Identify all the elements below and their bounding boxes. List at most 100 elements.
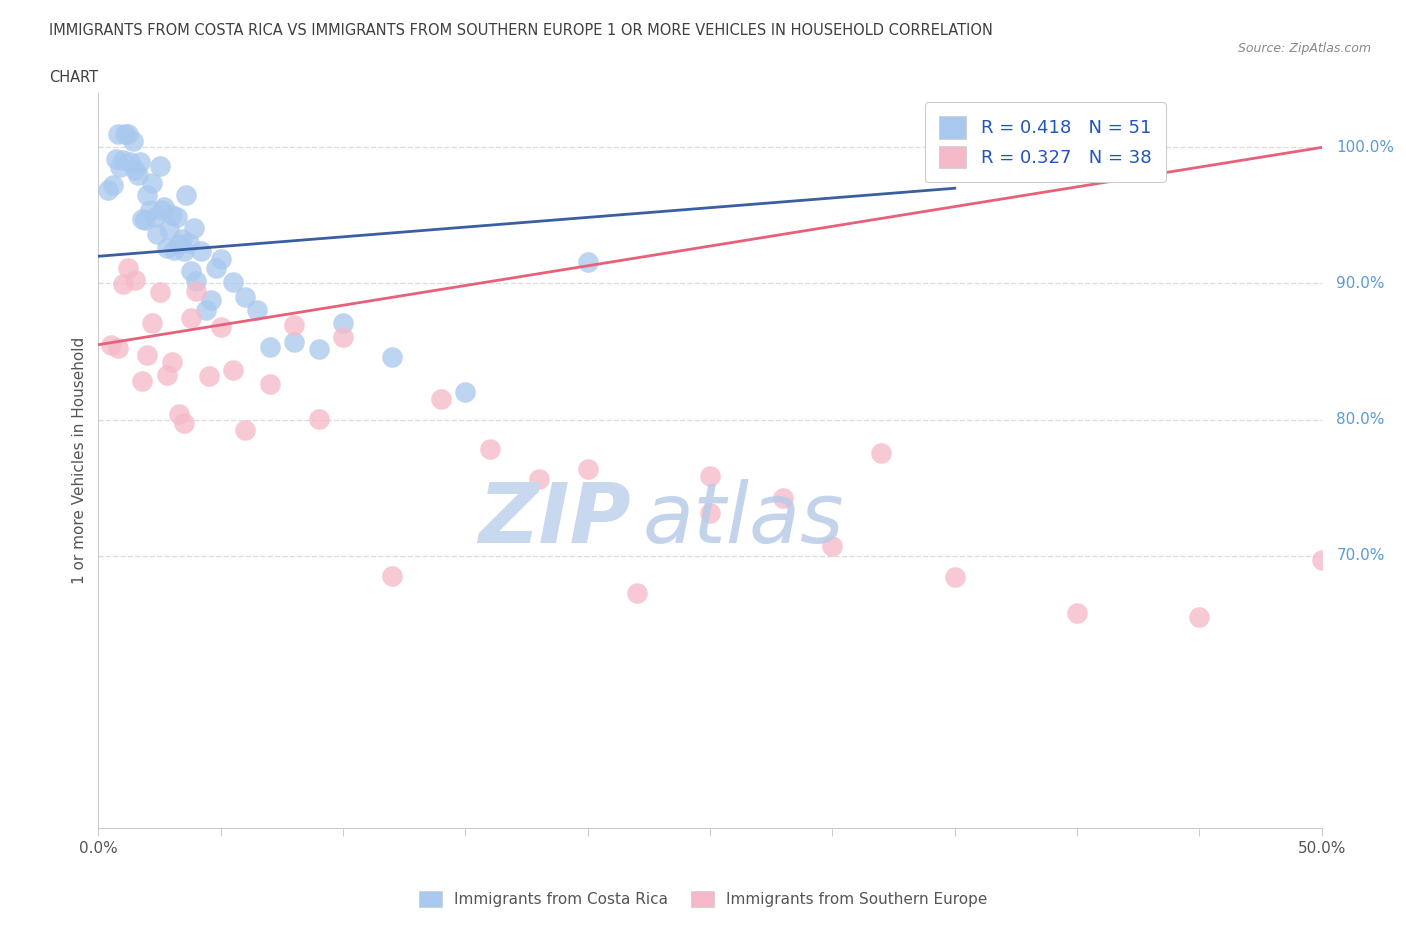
Point (107, 340, 129, 355)
Point (156, 367, 179, 382)
Point (180, 264, 202, 279)
Point (150, 203, 173, 218)
Text: 80.0%: 80.0% (1336, 412, 1385, 427)
Point (143, 210, 166, 225)
Point (259, 339, 281, 354)
Point (576, 255, 599, 270)
Point (97, 182, 120, 197)
Point (478, 442, 501, 457)
Point (233, 423, 256, 438)
Point (160, 354, 183, 369)
Point (527, 472, 550, 486)
Point (209, 319, 232, 334)
Point (141, 176, 163, 191)
Point (170, 232, 193, 246)
Legend: Immigrants from Costa Rica, Immigrants from Southern Europe: Immigrants from Costa Rica, Immigrants f… (412, 884, 994, 913)
Point (870, 446, 893, 461)
Text: 70.0%: 70.0% (1336, 548, 1385, 563)
Y-axis label: 1 or more Vehicles in Household: 1 or more Vehicles in Household (72, 337, 87, 584)
Point (166, 209, 188, 224)
Text: atlas: atlas (643, 479, 845, 560)
Point (111, 153, 134, 167)
Point (173, 416, 195, 431)
Point (104, 152, 127, 166)
Point (101, 178, 124, 193)
Text: IMMIGRANTS FROM COSTA RICA VS IMMIGRANTS FROM SOUTHERN EUROPE 1 OR MORE VEHICLES: IMMIGRANTS FROM COSTA RICA VS IMMIGRANTS… (49, 23, 993, 38)
Point (283, 335, 305, 350)
Text: Source: ZipAtlas.com: Source: ZipAtlas.com (1237, 42, 1371, 55)
Point (131, 374, 153, 389)
Point (117, 126, 139, 141)
Point (134, 212, 156, 227)
Point (121, 134, 143, 149)
Point (381, 568, 404, 583)
Point (200, 292, 222, 307)
Point (381, 350, 404, 365)
Point (190, 244, 212, 259)
Point (186, 273, 208, 288)
Point (111, 277, 134, 292)
Point (183, 220, 205, 235)
Point (167, 236, 190, 251)
Text: 100.0%: 100.0% (1336, 140, 1395, 155)
Point (157, 221, 180, 236)
Point (772, 491, 794, 506)
Point (163, 243, 186, 258)
Text: ZIP: ZIP (478, 479, 630, 560)
Point (283, 317, 305, 332)
Point (943, 569, 966, 584)
Point (149, 158, 172, 173)
Point (129, 154, 152, 169)
Point (186, 284, 208, 299)
Point (308, 411, 330, 426)
Point (1066, 605, 1088, 620)
Point (167, 407, 190, 422)
Point (454, 385, 477, 400)
Point (209, 251, 232, 266)
Point (117, 260, 139, 275)
Point (222, 274, 245, 289)
Point (259, 376, 281, 391)
Point (149, 285, 172, 299)
Point (173, 243, 195, 258)
Point (160, 208, 183, 223)
Point (1188, 609, 1211, 624)
Point (308, 341, 330, 356)
Point (576, 461, 599, 476)
Text: 90.0%: 90.0% (1336, 276, 1385, 291)
Point (100, 338, 122, 352)
Point (146, 226, 169, 241)
Point (430, 392, 453, 406)
Point (131, 211, 153, 226)
Point (141, 315, 163, 330)
Point (821, 538, 844, 553)
Text: CHART: CHART (49, 70, 98, 85)
Point (699, 506, 721, 521)
Point (124, 273, 146, 288)
Point (180, 311, 202, 325)
Point (626, 586, 648, 601)
Point (197, 368, 219, 383)
Point (233, 290, 256, 305)
Point (246, 302, 269, 317)
Point (205, 260, 228, 275)
Point (176, 187, 198, 202)
Point (136, 188, 159, 203)
Point (332, 315, 354, 330)
Point (153, 200, 176, 215)
Point (699, 469, 721, 484)
Point (136, 347, 159, 362)
Point (139, 203, 162, 218)
Point (156, 240, 179, 255)
Legend: R = 0.418   N = 51, R = 0.327   N = 38: R = 0.418 N = 51, R = 0.327 N = 38 (925, 102, 1166, 182)
Point (114, 126, 136, 141)
Point (110, 159, 132, 174)
Point (124, 162, 146, 177)
Point (1310, 552, 1333, 567)
Point (120, 154, 142, 169)
Point (127, 167, 149, 182)
Point (332, 329, 354, 344)
Point (222, 363, 245, 378)
Point (177, 235, 200, 250)
Point (195, 302, 218, 317)
